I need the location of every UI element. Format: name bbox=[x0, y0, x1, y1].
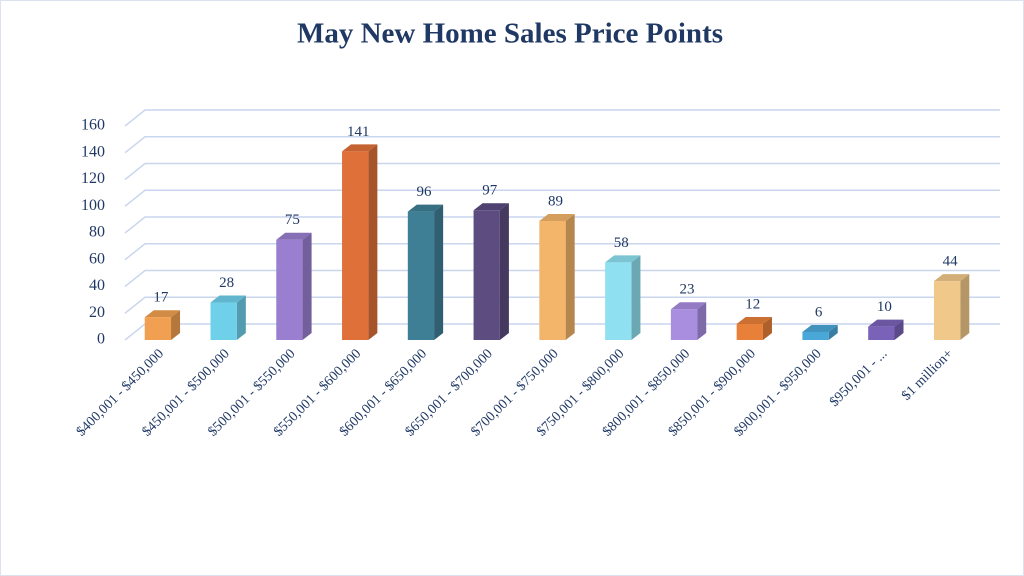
bar-top bbox=[407, 204, 444, 212]
data-label: 17 bbox=[153, 290, 169, 306]
bar-top bbox=[670, 302, 707, 310]
y-tick-label: 40 bbox=[89, 277, 105, 294]
bar-top bbox=[276, 232, 312, 240]
bar bbox=[473, 210, 500, 340]
grid-line bbox=[124, 296, 1000, 314]
grid-line bbox=[124, 136, 1000, 154]
bar-side-shade bbox=[894, 319, 904, 340]
bar-top-shade bbox=[539, 213, 575, 221]
y-tick-label: 140 bbox=[81, 143, 105, 160]
bar-side-shade bbox=[697, 302, 707, 340]
data-label: 97 bbox=[482, 183, 498, 199]
y-tick-label: 60 bbox=[89, 250, 105, 267]
bar bbox=[933, 281, 961, 340]
y-tick-label: 120 bbox=[81, 170, 105, 187]
bar bbox=[342, 151, 369, 340]
bar-top-shade bbox=[670, 302, 707, 310]
bar-side-shade bbox=[960, 274, 970, 340]
bar bbox=[802, 331, 829, 340]
bar-top bbox=[605, 255, 641, 263]
bar-side bbox=[697, 302, 707, 340]
bar-side-shade bbox=[631, 255, 641, 340]
bar-top bbox=[210, 295, 246, 303]
bar-side bbox=[762, 316, 772, 340]
bar-side-shade bbox=[236, 295, 246, 340]
grid-line bbox=[124, 162, 1000, 181]
bar-side bbox=[236, 295, 246, 340]
bar-top bbox=[933, 274, 970, 282]
bar-side bbox=[894, 319, 904, 340]
bar-top-shade bbox=[736, 316, 772, 324]
data-label: 44 bbox=[943, 254, 959, 270]
bar-side-shade bbox=[302, 232, 312, 340]
data-label: 75 bbox=[285, 212, 300, 228]
bar-side-shade bbox=[565, 213, 575, 340]
bar bbox=[736, 323, 763, 340]
bar-side bbox=[171, 310, 181, 340]
bar-top-shade bbox=[210, 295, 246, 303]
bar-top-shade bbox=[802, 324, 838, 332]
bar-side-shade bbox=[762, 316, 772, 340]
y-tick-label: 160 bbox=[81, 117, 105, 134]
bar-side bbox=[499, 203, 509, 340]
bar-top-shade bbox=[144, 310, 181, 318]
bar-side bbox=[368, 144, 378, 340]
bar-side bbox=[828, 324, 838, 340]
bar bbox=[605, 262, 632, 340]
bar-side-shade bbox=[828, 324, 838, 340]
bar-top bbox=[868, 319, 904, 327]
data-label: 141 bbox=[347, 124, 370, 140]
bar-side-shade bbox=[499, 203, 509, 340]
bar-side-shade bbox=[434, 204, 444, 340]
bar-side bbox=[434, 204, 444, 340]
bar-top-shade bbox=[933, 274, 970, 282]
data-label: 10 bbox=[877, 299, 892, 315]
data-label: 6 bbox=[815, 304, 823, 320]
grid-line bbox=[124, 109, 1000, 127]
bar-side bbox=[631, 255, 641, 340]
bar-top bbox=[144, 310, 181, 318]
bar bbox=[868, 326, 895, 340]
bar-top bbox=[736, 316, 772, 324]
bar-top-shade bbox=[407, 204, 444, 212]
data-label: 12 bbox=[745, 296, 760, 312]
bar bbox=[539, 220, 566, 340]
bar-side-shade bbox=[171, 310, 181, 340]
bar-top bbox=[342, 144, 378, 152]
bar-side bbox=[960, 274, 970, 340]
bar-top bbox=[802, 324, 838, 332]
bar bbox=[276, 239, 303, 340]
data-label: 58 bbox=[614, 235, 629, 251]
data-label: 96 bbox=[416, 184, 432, 200]
grid-line bbox=[124, 216, 1000, 234]
bar bbox=[670, 309, 698, 340]
bar bbox=[407, 211, 435, 340]
bar-top bbox=[473, 203, 509, 211]
y-tick-label: 80 bbox=[89, 224, 105, 241]
bar-top-shade bbox=[473, 203, 509, 211]
y-tick-label: 100 bbox=[81, 197, 105, 214]
chart-title: May New Home Sales Price Points bbox=[297, 18, 723, 50]
bar-side bbox=[565, 213, 575, 340]
bar-top-shade bbox=[276, 232, 312, 240]
y-tick-label: 20 bbox=[89, 304, 105, 321]
bar bbox=[210, 302, 237, 340]
grid-line bbox=[124, 189, 1000, 207]
bar-top-shade bbox=[342, 144, 378, 152]
data-label: 28 bbox=[219, 275, 234, 291]
bar-top bbox=[539, 213, 575, 221]
y-tick-label: 0 bbox=[97, 331, 105, 348]
bar-top-shade bbox=[605, 255, 641, 263]
bar-top-shade bbox=[868, 319, 904, 327]
bar-side-shade bbox=[368, 144, 378, 340]
grid-line bbox=[124, 243, 1000, 261]
data-label: 89 bbox=[548, 193, 563, 209]
bar bbox=[144, 317, 172, 340]
grid-line bbox=[124, 269, 1000, 288]
bar-side bbox=[302, 232, 312, 340]
data-label: 23 bbox=[680, 282, 695, 298]
